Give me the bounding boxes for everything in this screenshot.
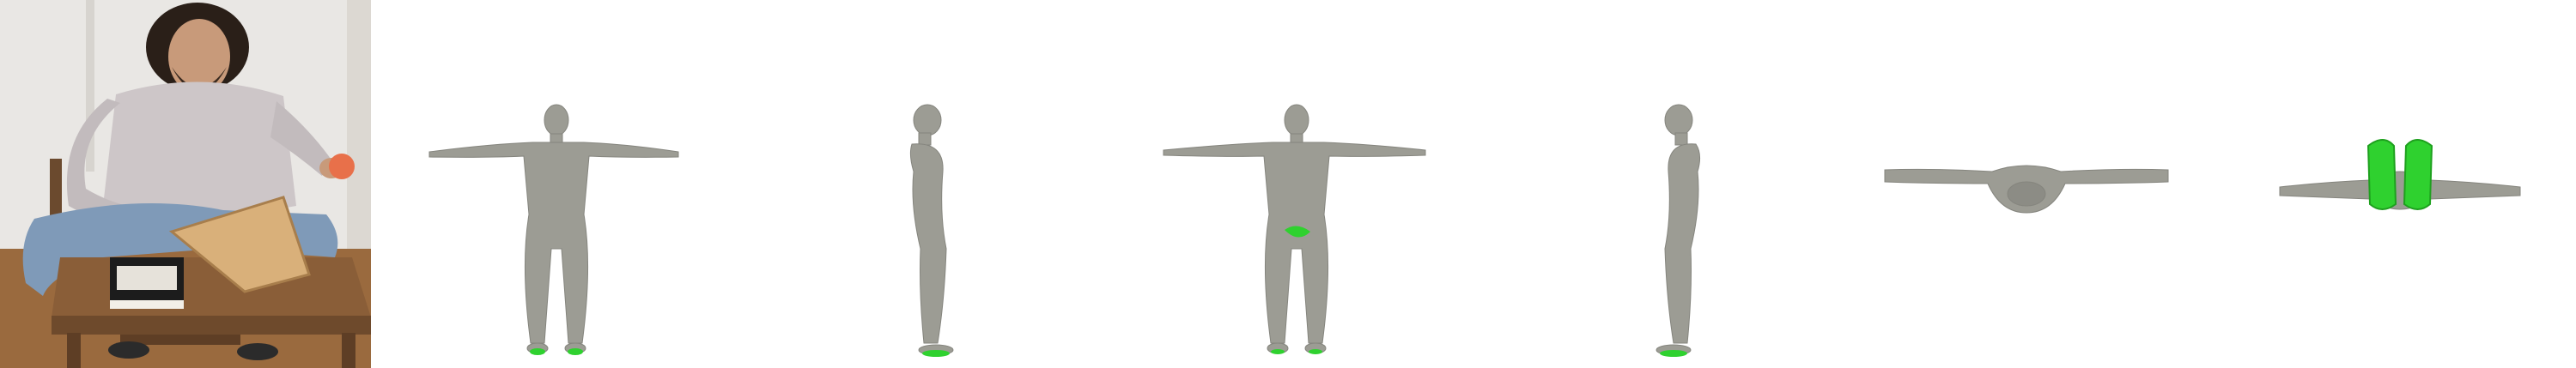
input-photo [0, 0, 371, 368]
mesh-top-view [1880, 0, 2172, 368]
mesh-front-view [421, 0, 704, 368]
mesh-back-view [1159, 0, 1434, 368]
mesh-side-right-view [1627, 0, 1730, 368]
mesh-bottom-view [2275, 0, 2524, 368]
mesh-side-left-view [884, 0, 987, 368]
